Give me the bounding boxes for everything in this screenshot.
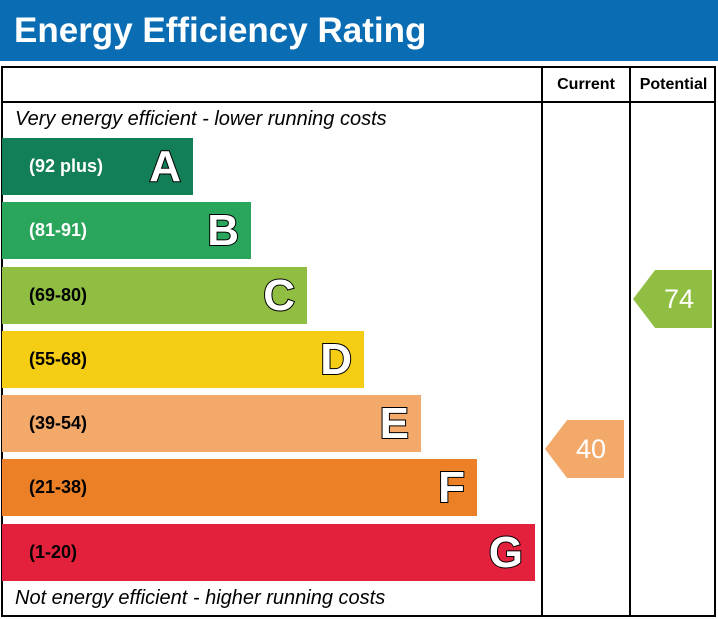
band-range-label: (1-20) [29, 542, 78, 562]
band-b: (81-91) B [2, 202, 251, 259]
potential-rating-arrow: 74 [633, 270, 712, 328]
band-range-label: (39-54) [29, 413, 88, 433]
band-letter: A [148, 141, 182, 192]
band-range-label: (69-80) [29, 285, 88, 305]
top-note: Very energy efficient - lower running co… [15, 108, 387, 130]
band-letter: E [379, 398, 410, 449]
band-f: (21-38) F [2, 459, 477, 516]
potential-column-header: Potential [639, 76, 708, 93]
band-letter: G [488, 527, 524, 578]
band-e: (39-54) E [2, 395, 421, 452]
band-letter: F [437, 462, 466, 513]
page-title: Energy Efficiency Rating [0, 0, 718, 61]
band-range-label: (55-68) [29, 349, 88, 369]
divider [629, 66, 631, 617]
band-g: (1-20) G [2, 524, 535, 581]
band-letter: D [319, 334, 353, 385]
band-letter: B [206, 205, 240, 256]
potential-rating-value: 74 [663, 284, 694, 314]
current-rating-value: 40 [575, 434, 606, 464]
current-column-header: Current [557, 76, 615, 93]
band-c: (69-80) C [2, 267, 307, 324]
band-range-label: (92 plus) [29, 156, 104, 176]
band-d: (55-68) D [2, 331, 364, 388]
bottom-note: Not energy efficient - higher running co… [15, 587, 386, 609]
band-letter: C [262, 270, 296, 321]
divider [1, 101, 716, 103]
band-a: (92 plus) A [2, 138, 193, 195]
divider [541, 66, 543, 617]
band-range-label: (81-91) [29, 220, 88, 240]
band-range-label: (21-38) [29, 477, 88, 497]
